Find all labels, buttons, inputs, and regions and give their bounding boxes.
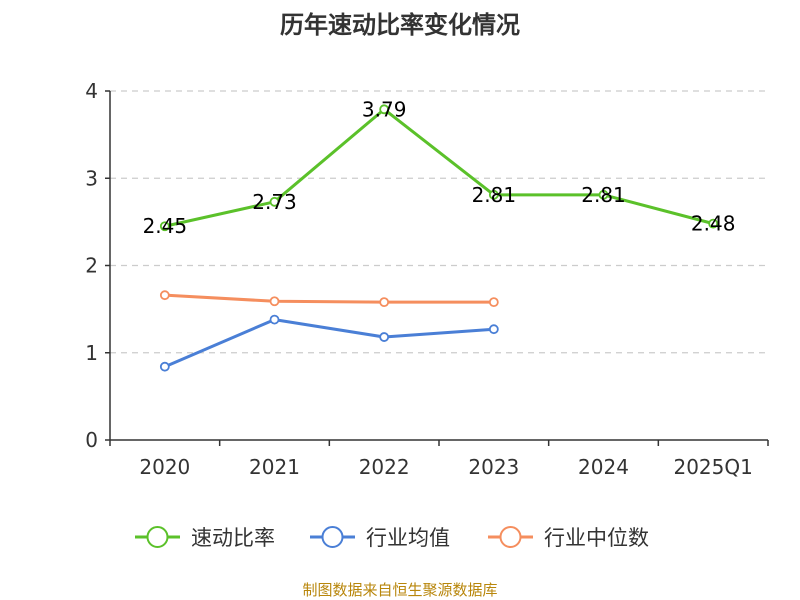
legend: 速动比率 行业均值 行业中位数 bbox=[135, 526, 649, 550]
y-tick-label: 1 bbox=[85, 341, 98, 365]
y-tick-label: 2 bbox=[85, 254, 98, 278]
data-label: 2.45 bbox=[143, 214, 188, 238]
x-tick-label: 2024 bbox=[578, 455, 629, 479]
y-tick-label: 0 bbox=[85, 428, 98, 452]
x-tick-label: 2025Q1 bbox=[673, 455, 752, 479]
x-tick-label: 2021 bbox=[249, 455, 300, 479]
series-point bbox=[159, 221, 170, 232]
legend-marker-circle bbox=[146, 526, 169, 548]
series-point bbox=[488, 189, 499, 200]
series-point bbox=[598, 189, 609, 200]
series-point bbox=[488, 324, 499, 335]
y-tick-label: 4 bbox=[85, 79, 98, 103]
series-point bbox=[708, 218, 719, 229]
series-layer bbox=[159, 104, 719, 372]
grid-layer bbox=[110, 90, 768, 354]
y-tick-label: 3 bbox=[85, 166, 98, 190]
series-line bbox=[164, 293, 494, 304]
series-point bbox=[379, 104, 390, 115]
label-layer: 2.45 2.73 3.79 2.81 2.81 2.48 bbox=[143, 97, 736, 238]
series-point bbox=[269, 296, 280, 307]
data-label: 2.81 bbox=[472, 183, 517, 207]
legend-label: 行业中位数 bbox=[544, 526, 649, 550]
x-tick-label: 2022 bbox=[359, 455, 410, 479]
series-point bbox=[379, 332, 390, 342]
data-label: 2.73 bbox=[252, 190, 297, 214]
series-point bbox=[269, 314, 280, 325]
x-tick-label: 2020 bbox=[139, 455, 190, 479]
axis-layer: 0 1 2 3 4 2020 2021 2022 2023 2024 2025Q1 bbox=[85, 79, 769, 479]
series-point bbox=[379, 297, 390, 308]
series-point bbox=[159, 361, 170, 372]
series-line bbox=[164, 107, 714, 228]
series-point bbox=[159, 290, 170, 301]
source-note: 制图数据来自恒生聚源数据库 bbox=[302, 581, 497, 599]
data-label: 2.48 bbox=[691, 212, 736, 236]
series-point bbox=[269, 196, 280, 207]
x-tick-label: 2023 bbox=[468, 455, 519, 479]
legend-marker-circle bbox=[499, 526, 522, 548]
legend-marker-circle bbox=[321, 526, 344, 548]
series-line bbox=[164, 318, 494, 369]
chart-title: 历年速动比率变化情况 bbox=[280, 11, 520, 39]
legend-label: 行业均值 bbox=[366, 526, 450, 550]
legend-label: 速动比率 bbox=[191, 526, 275, 550]
data-label: 3.79 bbox=[362, 97, 407, 121]
series-point bbox=[488, 297, 499, 308]
data-label: 2.81 bbox=[581, 183, 626, 207]
